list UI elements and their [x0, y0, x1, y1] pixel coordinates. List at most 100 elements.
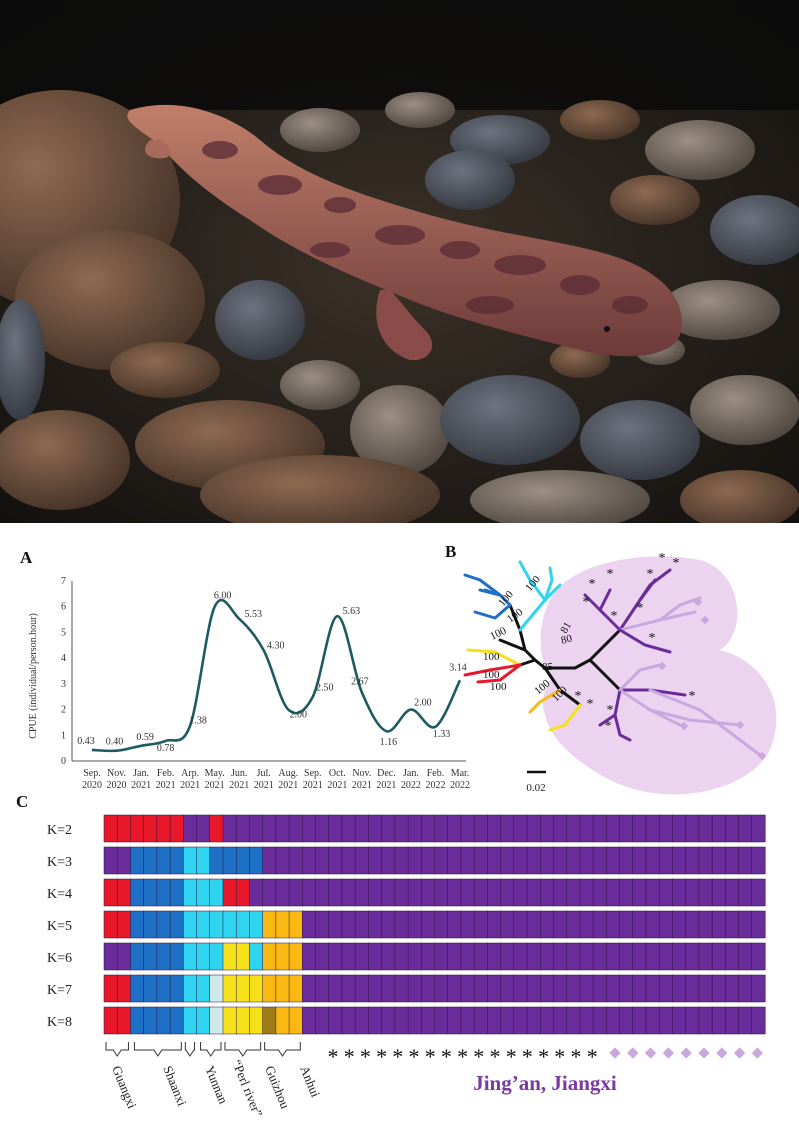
individual-bar [275, 910, 290, 939]
individual-bar [658, 910, 674, 939]
bootstrap-value: 100 [488, 625, 508, 643]
x-tick-year: 2021 [131, 780, 151, 791]
x-tick-year: 2022 [450, 780, 470, 791]
individual-bar [645, 1006, 660, 1035]
individual-bar [421, 974, 436, 1003]
individual-bar [698, 878, 713, 907]
individual-bar [407, 910, 422, 939]
individual-bar [103, 846, 118, 875]
tree-branch [463, 663, 522, 677]
individual-bar [156, 814, 171, 843]
individual-bar [143, 878, 158, 907]
data-label: 1.33 [433, 729, 451, 740]
star-marker: * [637, 601, 644, 616]
individual-bar [632, 974, 647, 1003]
individual-bar [235, 846, 250, 875]
individual-bar [619, 974, 634, 1003]
x-tick-month: Nov. [107, 768, 126, 779]
data-label: 2.00 [290, 710, 308, 721]
individual-bar [685, 942, 700, 971]
individual-bar [315, 1006, 330, 1035]
y-tick-labels: 0 1 2 3 4 5 6 7 [61, 576, 66, 767]
star-marker: * [587, 697, 594, 712]
x-tick-month: Nov. [352, 768, 371, 779]
star-marker: * [392, 1044, 403, 1069]
individual-bar [183, 910, 198, 939]
individual-bar [592, 942, 607, 971]
individual-bar [169, 846, 184, 875]
star-marker: * [441, 1044, 452, 1069]
tree-branch [476, 663, 522, 684]
x-tick-year: 2021 [180, 780, 200, 791]
star-marker: * [554, 1044, 565, 1069]
x-tick-month: Jun. [231, 768, 247, 779]
individual-bar [196, 974, 211, 1003]
scale-bar-label: 0.02 [526, 782, 545, 794]
individual-bar [156, 942, 171, 971]
individual-bar [434, 942, 449, 971]
tree-branch [498, 638, 527, 652]
individual-bar [513, 910, 528, 939]
individual-bar [473, 910, 488, 939]
individual-bar [540, 878, 555, 907]
individual-bar [249, 910, 264, 939]
tree-branch [548, 703, 582, 732]
individual-bar [130, 846, 145, 875]
y-tick-label: 3 [61, 679, 66, 690]
tree-branch [528, 688, 562, 714]
star-marker: * [409, 1044, 420, 1069]
x-tick-month: Sep. [304, 768, 322, 779]
individual-bar [235, 814, 250, 843]
individual-bar [421, 942, 436, 971]
structure-plot: K=2 K=3 K=4 K=5 K=6 K=7 K=8 Guangxi Shaanxi Yunn… [47, 814, 766, 1119]
data-label: 1.38 [189, 716, 207, 727]
group-bracket [264, 1042, 301, 1057]
tree-branch [658, 596, 702, 622]
individual-bar [169, 942, 184, 971]
individual-bar [222, 910, 237, 939]
individual-bar [275, 846, 290, 875]
individual-bar [619, 878, 634, 907]
k-label: K=7 [47, 983, 72, 998]
individual-bar [341, 878, 356, 907]
individual-bar [526, 878, 541, 907]
x-tick-year: 2021 [205, 780, 225, 791]
individual-bar [156, 846, 171, 875]
individual-bar [407, 974, 422, 1003]
individual-bar [751, 814, 766, 843]
bootstrap-value: 100 [523, 573, 543, 594]
individual-bar [156, 910, 171, 939]
individual-bar [447, 942, 462, 971]
individual-bar [645, 910, 660, 939]
individual-bar [394, 814, 409, 843]
tree-branch [648, 688, 762, 757]
individual-bar [196, 814, 211, 843]
x-tick-year: 2021 [303, 780, 323, 791]
individual-bar [368, 974, 383, 1003]
star-marker: * [571, 1044, 582, 1069]
individual-bar [711, 1006, 726, 1035]
individual-bar [487, 814, 502, 843]
individual-bar [275, 974, 290, 1003]
tree-branch [483, 588, 502, 597]
individual-bar [500, 974, 515, 1003]
individual-bar [711, 942, 726, 971]
individual-bar [487, 942, 502, 971]
individual-bar [553, 846, 568, 875]
individual-bar [394, 846, 409, 875]
individual-bar [315, 974, 330, 1003]
star-marker: * [473, 1044, 484, 1069]
individual-bar [169, 878, 184, 907]
individual-bar [275, 814, 290, 843]
individual-bar [130, 878, 145, 907]
individual-bar [116, 942, 131, 971]
x-tick-month: Feb. [157, 768, 175, 779]
group-bracket [105, 1042, 129, 1057]
x-tick-month: Mar. [451, 768, 470, 779]
data-labels: 0.43 0.40 0.590.78 1.38 6.00 5.53 4.30 2.00 2.50… [77, 591, 467, 754]
individual-bar [143, 1006, 158, 1035]
data-label: 2.67 [351, 676, 369, 687]
individual-bar [672, 814, 687, 843]
individual-bar [645, 846, 660, 875]
